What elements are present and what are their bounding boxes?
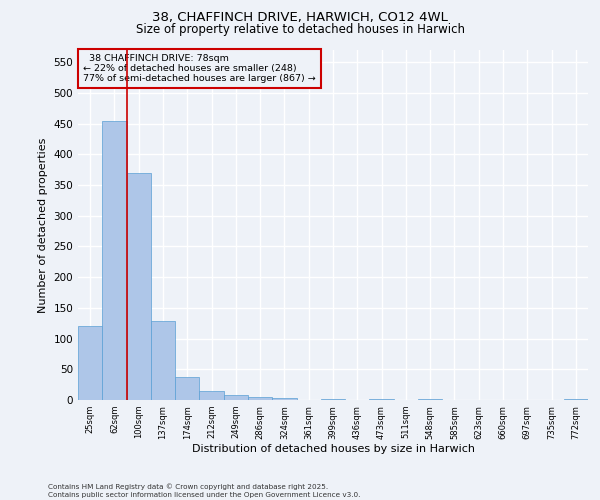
Text: Size of property relative to detached houses in Harwich: Size of property relative to detached ho… xyxy=(136,22,464,36)
Bar xyxy=(272,398,296,400)
Bar xyxy=(175,378,199,400)
Bar xyxy=(199,391,224,400)
Text: 38, CHAFFINCH DRIVE, HARWICH, CO12 4WL: 38, CHAFFINCH DRIVE, HARWICH, CO12 4WL xyxy=(152,11,448,24)
Bar xyxy=(248,397,272,400)
Bar xyxy=(224,395,248,400)
Text: Contains HM Land Registry data © Crown copyright and database right 2025.
Contai: Contains HM Land Registry data © Crown c… xyxy=(48,484,361,498)
Bar xyxy=(102,120,127,400)
X-axis label: Distribution of detached houses by size in Harwich: Distribution of detached houses by size … xyxy=(191,444,475,454)
Text: 38 CHAFFINCH DRIVE: 78sqm
← 22% of detached houses are smaller (248)
77% of semi: 38 CHAFFINCH DRIVE: 78sqm ← 22% of detac… xyxy=(83,54,316,84)
Bar xyxy=(127,173,151,400)
Bar xyxy=(151,322,175,400)
Y-axis label: Number of detached properties: Number of detached properties xyxy=(38,138,48,312)
Bar xyxy=(78,326,102,400)
